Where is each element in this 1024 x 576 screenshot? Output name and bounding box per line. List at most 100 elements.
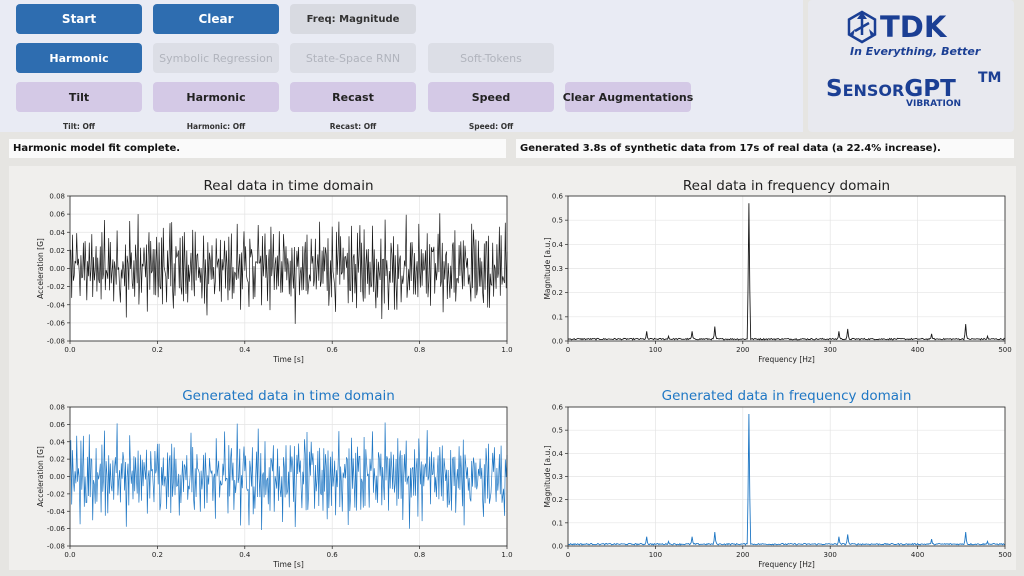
series-line	[69, 422, 508, 531]
chart-4: Generated data in frequency domain 0.6 0.5…	[543, 388, 1012, 569]
chart-title: Generated data in time domain	[182, 388, 395, 404]
product-subtitle: VIBRATION	[906, 99, 961, 109]
y-tick-label: 0.04	[49, 229, 65, 237]
x-tick-label: 0.8	[414, 551, 425, 559]
product-trademark: TM	[978, 70, 1001, 86]
x-tick-label: 0.0	[64, 346, 75, 354]
x-tick-label: 0.6	[327, 346, 339, 354]
x-tick-label: 300	[824, 551, 837, 559]
augment-recast-button[interactable]: Recast	[290, 82, 416, 112]
x-tick-label: 100	[649, 346, 662, 354]
chart-3: Generated data in time domain 0.08 0.06 0.0…	[36, 388, 513, 569]
x-tick-label: 400	[911, 551, 924, 559]
y-axis-label: Magnitude [a.u.]	[543, 237, 552, 299]
y-tick-label: 0.02	[49, 456, 65, 464]
tdk-logo: TDK In Everything, Better SensorGPT TM V…	[826, 10, 1001, 109]
y-tick-label: 0.00	[49, 265, 65, 273]
x-tick-label: 0.4	[239, 346, 251, 354]
x-axis-label: Time [s]	[272, 355, 304, 364]
logo-panel: TDK In Everything, Better SensorGPT TM V…	[808, 0, 1014, 132]
x-tick-label: 1.0	[501, 346, 512, 354]
y-tick-label: -0.02	[47, 283, 65, 291]
x-tick-label: 100	[649, 551, 662, 559]
x-tick-label: 500	[998, 346, 1011, 354]
model-soft-tokens-button[interactable]: Soft-Tokens	[428, 43, 554, 73]
y-tick-label: 0.00	[49, 473, 65, 481]
augment-tilt-button[interactable]: Tilt	[16, 82, 142, 112]
augment-speed-button[interactable]: Speed	[428, 82, 554, 112]
y-tick-label: -0.08	[47, 338, 65, 346]
product-name: SensorGPT	[826, 76, 956, 102]
x-tick-label: 200	[736, 551, 749, 559]
augment-harmonic-button[interactable]: Harmonic	[153, 82, 279, 112]
x-tick-label: 300	[824, 346, 837, 354]
model-state-space-rnn-button[interactable]: State-Space RNN	[290, 43, 416, 73]
plot-frame	[69, 195, 508, 342]
x-axis-label: Frequency [Hz]	[758, 560, 815, 569]
clear-augmentations-button[interactable]: Clear Augmentations	[563, 82, 693, 112]
chart-1: Real data in time domain 0.08 0.06 0.04 0.02…	[36, 178, 513, 364]
y-tick-label: -0.04	[47, 301, 66, 309]
chart-2: Real data in frequency domain 0.6 0.5 0.4 0.…	[543, 178, 1012, 364]
plot-frame	[567, 195, 1006, 342]
y-tick-label: 0.4	[552, 450, 564, 458]
plot-frame	[567, 406, 1006, 547]
x-tick-label: 500	[998, 551, 1011, 559]
x-tick-label: 400	[911, 346, 924, 354]
x-tick-label: 0.2	[152, 346, 163, 354]
brand-tagline: In Everything, Better	[850, 45, 981, 58]
x-tick-label: 200	[736, 346, 749, 354]
y-tick-label: 0.06	[49, 211, 65, 219]
y-tick-label: 0.1	[552, 519, 563, 527]
y-tick-label: 0.0	[552, 338, 563, 346]
plot-frame	[69, 406, 508, 547]
model-symbolic-regression-button[interactable]: Symbolic Regression	[153, 43, 279, 73]
recast-status: Recast: Off	[329, 122, 377, 131]
y-tick-label: -0.06	[47, 525, 66, 533]
y-tick-label: 0.4	[552, 241, 564, 249]
y-tick-label: 0.08	[49, 193, 65, 201]
y-tick-label: 0.6	[552, 193, 564, 201]
plots-area: Real data in time domain 0.08 0.06 0.04 0.02…	[9, 166, 1016, 570]
x-tick-label: 0.6	[327, 551, 339, 559]
y-tick-label: -0.06	[47, 319, 66, 327]
x-tick-label: 0	[566, 551, 570, 559]
harmonic-status: Harmonic: Off	[186, 122, 246, 131]
status-message-left: Harmonic model fit complete.	[9, 139, 506, 158]
model-harmonic-button[interactable]: Harmonic	[16, 43, 142, 73]
y-tick-label: 0.2	[552, 289, 563, 297]
chart-title: Real data in frequency domain	[683, 178, 890, 194]
y-tick-label: 0.04	[49, 438, 65, 446]
speed-status: Speed: Off	[468, 122, 514, 131]
plots-canvas: Real data in time domain0.080.060.040.02…	[36, 178, 1012, 569]
series-line	[567, 203, 1006, 341]
y-tick-label: 0.5	[552, 217, 563, 225]
y-axis-label: Magnitude [a.u.]	[543, 445, 552, 507]
y-tick-label: 0.3	[552, 473, 563, 481]
x-axis-label: Time [s]	[272, 560, 304, 569]
tilt-status: Tilt: Off	[63, 122, 95, 131]
series-line	[69, 213, 508, 324]
status-message-right: Generated 3.8s of synthetic data from 17…	[516, 139, 1014, 158]
brand-name: TDK	[880, 10, 948, 44]
y-axis-label: Acceleration [G]	[36, 238, 45, 299]
start-button[interactable]: Start	[16, 4, 142, 34]
x-tick-label: 0.0	[64, 551, 75, 559]
freq-mode-button[interactable]: Freq: Magnitude	[290, 4, 416, 34]
y-tick-label: -0.04	[47, 508, 66, 516]
x-axis-label: Frequency [Hz]	[758, 355, 815, 364]
clear-button[interactable]: Clear	[153, 4, 279, 34]
y-tick-label: 0.02	[49, 247, 65, 255]
tdk-emblem-icon	[847, 10, 877, 44]
x-tick-label: 1.0	[501, 551, 512, 559]
x-tick-label: 0	[566, 346, 570, 354]
x-tick-label: 0.2	[152, 551, 163, 559]
y-tick-label: 0.06	[49, 421, 65, 429]
y-tick-label: 0.08	[49, 404, 65, 412]
x-tick-label: 0.8	[414, 346, 425, 354]
y-tick-label: 0.5	[552, 427, 563, 435]
y-tick-label: 0.2	[552, 496, 563, 504]
x-tick-label: 0.4	[239, 551, 251, 559]
series-line	[568, 413, 1005, 546]
control-panel: Start Clear Freq: Magnitude Harmonic Sym…	[0, 0, 803, 132]
